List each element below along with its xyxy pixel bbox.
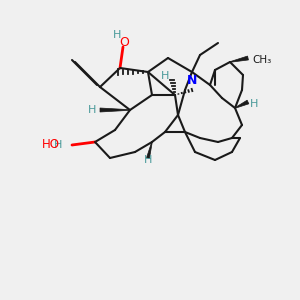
Polygon shape	[100, 108, 130, 112]
Text: H: H	[161, 71, 169, 81]
Polygon shape	[235, 100, 249, 108]
Text: H: H	[54, 140, 62, 150]
Text: HO: HO	[42, 139, 60, 152]
Polygon shape	[146, 142, 152, 158]
Text: H: H	[88, 105, 96, 115]
Text: H: H	[113, 30, 121, 40]
Text: O: O	[119, 37, 129, 50]
Polygon shape	[230, 56, 248, 62]
Text: H: H	[144, 155, 152, 165]
Text: N: N	[187, 74, 197, 86]
Text: CH₃: CH₃	[252, 55, 271, 65]
Text: H: H	[250, 99, 258, 109]
